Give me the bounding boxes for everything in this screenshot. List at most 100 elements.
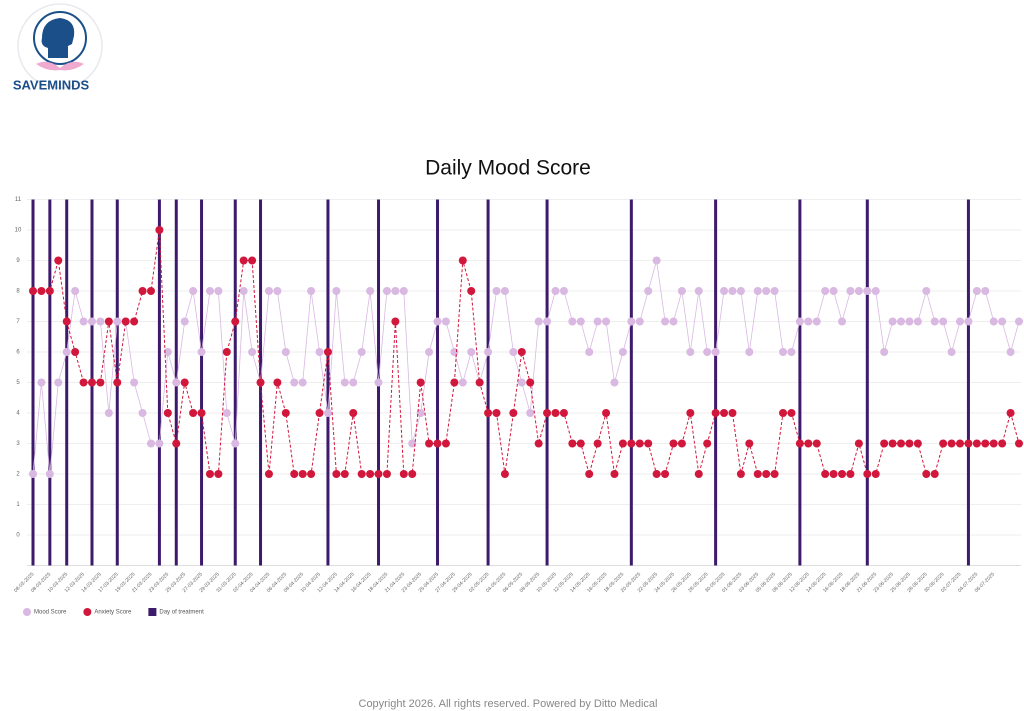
point xyxy=(273,287,282,295)
point xyxy=(357,470,366,478)
point xyxy=(71,348,80,356)
point xyxy=(972,439,981,448)
point xyxy=(517,348,526,356)
point xyxy=(96,317,105,326)
point xyxy=(79,378,88,387)
point xyxy=(694,287,703,295)
point xyxy=(804,317,813,326)
point xyxy=(231,317,240,326)
point xyxy=(290,470,299,478)
point xyxy=(677,287,686,295)
point xyxy=(829,470,838,478)
point xyxy=(1015,439,1023,448)
point xyxy=(340,470,349,478)
point xyxy=(939,439,948,448)
point xyxy=(787,409,796,417)
point xyxy=(96,378,105,387)
point xyxy=(897,439,906,448)
y-tick-label: 6 xyxy=(16,350,20,356)
point xyxy=(812,439,821,448)
point xyxy=(610,378,619,387)
point xyxy=(787,348,796,356)
point xyxy=(711,348,720,356)
y-tick-label: 8 xyxy=(16,289,20,295)
logo-text: SAVEMINDS xyxy=(13,77,90,92)
point xyxy=(686,409,695,417)
point xyxy=(433,317,442,326)
point xyxy=(1015,317,1023,326)
point xyxy=(998,317,1007,326)
point xyxy=(450,378,459,387)
point xyxy=(703,439,712,448)
y-tick-label: 2 xyxy=(16,472,20,478)
point xyxy=(425,348,434,356)
point xyxy=(804,439,813,448)
point xyxy=(382,470,391,478)
point xyxy=(205,470,214,478)
point xyxy=(913,439,922,448)
point xyxy=(922,470,931,478)
point xyxy=(87,378,96,387)
point xyxy=(956,317,965,326)
series-line xyxy=(33,229,1020,476)
point xyxy=(602,409,611,417)
legend-label: Anxiety Score xyxy=(94,610,132,616)
point xyxy=(441,439,450,448)
legend-swatch xyxy=(83,608,92,616)
point xyxy=(964,317,973,326)
point xyxy=(62,348,71,356)
point xyxy=(964,439,973,448)
point xyxy=(399,287,408,295)
point xyxy=(340,378,349,387)
point xyxy=(854,287,863,295)
point xyxy=(256,378,265,387)
point xyxy=(155,226,164,234)
point xyxy=(728,409,737,417)
point xyxy=(138,409,147,417)
point xyxy=(366,287,375,295)
y-tick-label: 0 xyxy=(16,533,20,539)
point xyxy=(635,317,644,326)
point xyxy=(618,439,627,448)
point xyxy=(408,470,417,478)
point xyxy=(138,287,147,295)
point xyxy=(416,409,425,417)
point xyxy=(399,470,408,478)
point xyxy=(922,287,931,295)
point xyxy=(349,409,358,417)
point xyxy=(71,287,80,295)
logo: SAVEMINDS xyxy=(13,3,103,92)
point xyxy=(197,409,206,417)
point xyxy=(863,470,872,478)
point xyxy=(779,409,788,417)
point xyxy=(408,439,417,448)
point xyxy=(37,378,46,387)
point xyxy=(644,287,653,295)
point xyxy=(694,470,703,478)
point xyxy=(568,317,577,326)
point xyxy=(812,317,821,326)
point xyxy=(382,287,391,295)
point xyxy=(332,287,341,295)
point xyxy=(441,317,450,326)
point xyxy=(534,317,543,326)
point xyxy=(559,287,568,295)
point xyxy=(349,378,358,387)
point xyxy=(753,470,762,478)
point xyxy=(576,317,585,326)
point xyxy=(897,317,906,326)
point xyxy=(239,287,248,295)
point xyxy=(163,348,172,356)
point xyxy=(307,287,316,295)
legend-label: Mood Score xyxy=(34,610,67,616)
point xyxy=(290,378,299,387)
point xyxy=(838,317,847,326)
point xyxy=(205,287,214,295)
point xyxy=(602,317,611,326)
point xyxy=(998,439,1007,448)
point xyxy=(939,317,948,326)
point xyxy=(222,409,231,417)
point xyxy=(163,409,172,417)
point xyxy=(323,409,332,417)
point xyxy=(214,287,223,295)
